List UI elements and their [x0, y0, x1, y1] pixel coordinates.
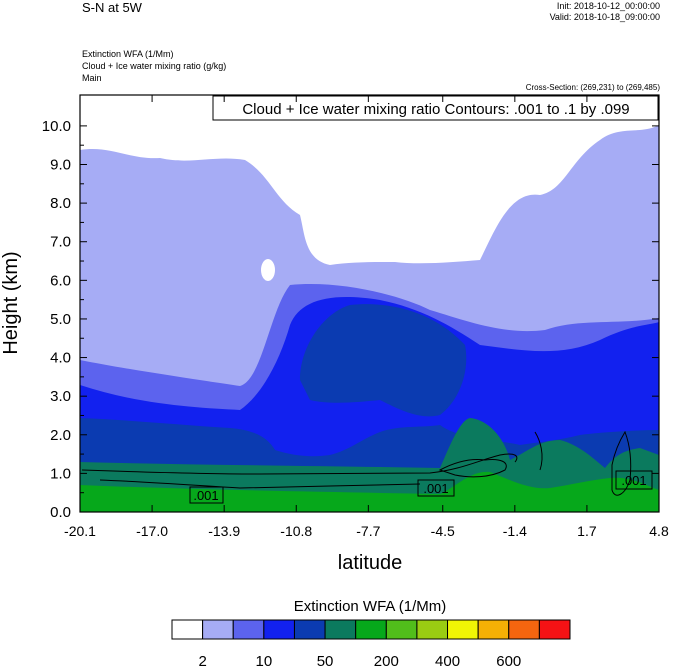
- x-tick-label-2: -13.9: [208, 523, 240, 539]
- contour-label-box-1: [189, 486, 224, 504]
- contour-line-north: [611, 430, 632, 496]
- fill-level-0-small: [261, 259, 275, 281]
- colorbar-label-1: 10: [256, 653, 273, 668]
- contour-line-mid: [438, 459, 507, 478]
- colorbar-swatch-7: [385, 619, 418, 640]
- x-axis-label: latitude: [338, 552, 403, 574]
- valid-time: Valid: 2018-10-18_09:00:00: [549, 12, 660, 22]
- colorbar-swatch-2: [232, 619, 265, 640]
- x-tick-label-4: -7.7: [356, 523, 380, 539]
- y-tick-label-2: 2.0: [50, 427, 71, 444]
- y-tick-label-9: 9.0: [50, 157, 71, 174]
- x-tick-label-8: 4.8: [649, 523, 669, 539]
- y-tick-label-8: 8.0: [50, 195, 71, 212]
- plot-title: S-N at 5W: [82, 0, 142, 15]
- y-tick-label-5: 5.0: [50, 311, 71, 328]
- colorbar-swatch-8: [416, 619, 449, 640]
- init-time: Init: 2018-10-12_00:00:00: [556, 1, 660, 11]
- plot-frame: [79, 94, 660, 513]
- y-axis: 0.0 1.0 2.0 3.0 4.0 5.0 6.0 7.0 8.0 9.0 10.0: [42, 118, 659, 521]
- y-tick-label-6: 6.0: [50, 272, 71, 289]
- contour-title: Cloud + Ice water mixing ratio Contours:…: [242, 101, 629, 118]
- contour-label-1: .001: [193, 488, 218, 503]
- y-tick-label-0: 0.0: [50, 504, 71, 521]
- colorbar-label-3: 200: [374, 653, 399, 668]
- colorbar-swatch-3: [263, 619, 295, 640]
- x-tick-label-7: 1.7: [577, 523, 597, 539]
- colorbar-swatch-1: [202, 619, 234, 640]
- contour-line-south: [81, 453, 518, 475]
- y-tick-label-4: 4.0: [50, 350, 71, 367]
- fill-level-0: [80, 95, 659, 265]
- contour-line-north-2: [534, 431, 543, 471]
- contour-label-box-3: [615, 470, 653, 490]
- colorbar-labels: 2 10 50 200 400 600: [198, 653, 521, 668]
- colorbar-swatch-6: [355, 619, 387, 640]
- fill-level-6: [80, 471, 659, 512]
- colorbar-swatch-10: [477, 619, 510, 640]
- x-tick-label-1: -17.0: [136, 523, 168, 539]
- contour-title-box: Cloud + Ice water mixing ratio Contours:…: [212, 95, 659, 121]
- colorbar-swatch-12: [538, 619, 571, 640]
- colorbar-label-0: 2: [198, 653, 206, 668]
- colorbar-swatch-9: [447, 619, 479, 640]
- y-tick-label-10: 10.0: [42, 118, 71, 135]
- y-axis-label: Height (km): [0, 251, 22, 354]
- y-tick-label-1: 1.0: [50, 465, 71, 482]
- field-label-main: Main: [82, 73, 102, 83]
- contour-label-box-2: [417, 479, 455, 497]
- y-tick-label-7: 7.0: [50, 234, 71, 251]
- x-axis: -20.1 -17.0 -13.9 -10.8 -7.7 -4.5 -1.4 1.7 4.8: [64, 95, 669, 539]
- contour-label-3: .001: [621, 473, 646, 488]
- x-tick-label-3: -10.8: [280, 523, 312, 539]
- colorbar-swatch-5: [324, 619, 357, 640]
- cross-section-label: Cross-Section: (269,231) to (269,485): [525, 83, 660, 92]
- colorbar-label-2: 50: [317, 653, 334, 668]
- contour-line-south-inner: [99, 479, 421, 489]
- x-tick-label-0: -20.1: [64, 523, 96, 539]
- colorbar-label-4: 400: [435, 653, 460, 668]
- field-label-mixing-ratio: Cloud + Ice water mixing ratio (g/kg): [82, 61, 227, 71]
- contour-label-2: .001: [423, 481, 448, 496]
- colorbar-swatch-4: [293, 619, 326, 640]
- y-tick-label-3: 3.0: [50, 388, 71, 405]
- colorbar: [171, 619, 571, 640]
- x-tick-label-5: -4.5: [431, 523, 455, 539]
- contour-label-boxes: .001 .001 .001: [189, 470, 653, 504]
- colorbar-label-5: 600: [496, 653, 521, 668]
- filled-contours: [80, 95, 659, 512]
- contour-lines: [81, 430, 632, 496]
- colorbar-title: Extinction WFA (1/Mm): [294, 598, 447, 615]
- x-tick-label-6: -1.4: [503, 523, 527, 539]
- colorbar-swatch-11: [508, 619, 540, 640]
- colorbar-swatch-0: [171, 619, 204, 640]
- field-label-extinction: Extinction WFA (1/Mm): [82, 49, 174, 59]
